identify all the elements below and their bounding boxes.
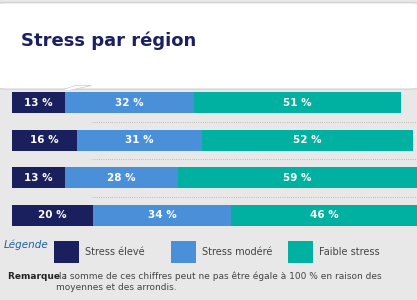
Text: 20 %: 20 % (38, 210, 67, 220)
FancyBboxPatch shape (171, 241, 196, 263)
Bar (93, 205, 231, 226)
Text: 34 %: 34 % (148, 210, 176, 220)
Text: Stress modéré: Stress modéré (202, 247, 273, 257)
Text: 31 %: 31 % (126, 135, 154, 145)
Text: 13 %: 13 % (24, 98, 53, 108)
Text: la somme de ces chiffres peut ne pas être égale à 100 % en raison des
moyennes e: la somme de ces chiffres peut ne pas êtr… (56, 272, 382, 292)
Text: 52 %: 52 % (294, 135, 322, 145)
Text: Stress élevé: Stress élevé (85, 247, 145, 257)
Text: 13 %: 13 % (24, 173, 53, 183)
Bar (65, 167, 178, 188)
Bar (194, 92, 401, 113)
Text: 51 %: 51 % (283, 98, 312, 108)
Text: 16 %: 16 % (30, 135, 59, 145)
FancyBboxPatch shape (288, 241, 313, 263)
Text: 59 %: 59 % (283, 173, 312, 183)
Bar (12, 92, 65, 113)
Bar (12, 205, 93, 226)
Bar (231, 205, 417, 226)
Text: Faible stress: Faible stress (319, 247, 379, 257)
Text: 28 %: 28 % (107, 173, 136, 183)
Bar (77, 130, 202, 151)
Text: Stress par région: Stress par région (21, 31, 196, 50)
Text: 46 %: 46 % (309, 210, 338, 220)
Text: Remarque :: Remarque : (8, 272, 67, 281)
Bar (12, 167, 65, 188)
Text: Légende: Légende (4, 239, 49, 250)
Bar (65, 92, 194, 113)
FancyBboxPatch shape (0, 3, 417, 89)
Polygon shape (50, 85, 92, 94)
Bar (178, 167, 417, 188)
Bar (202, 130, 413, 151)
Bar (12, 130, 77, 151)
Text: 32 %: 32 % (115, 98, 144, 108)
FancyBboxPatch shape (54, 241, 79, 263)
